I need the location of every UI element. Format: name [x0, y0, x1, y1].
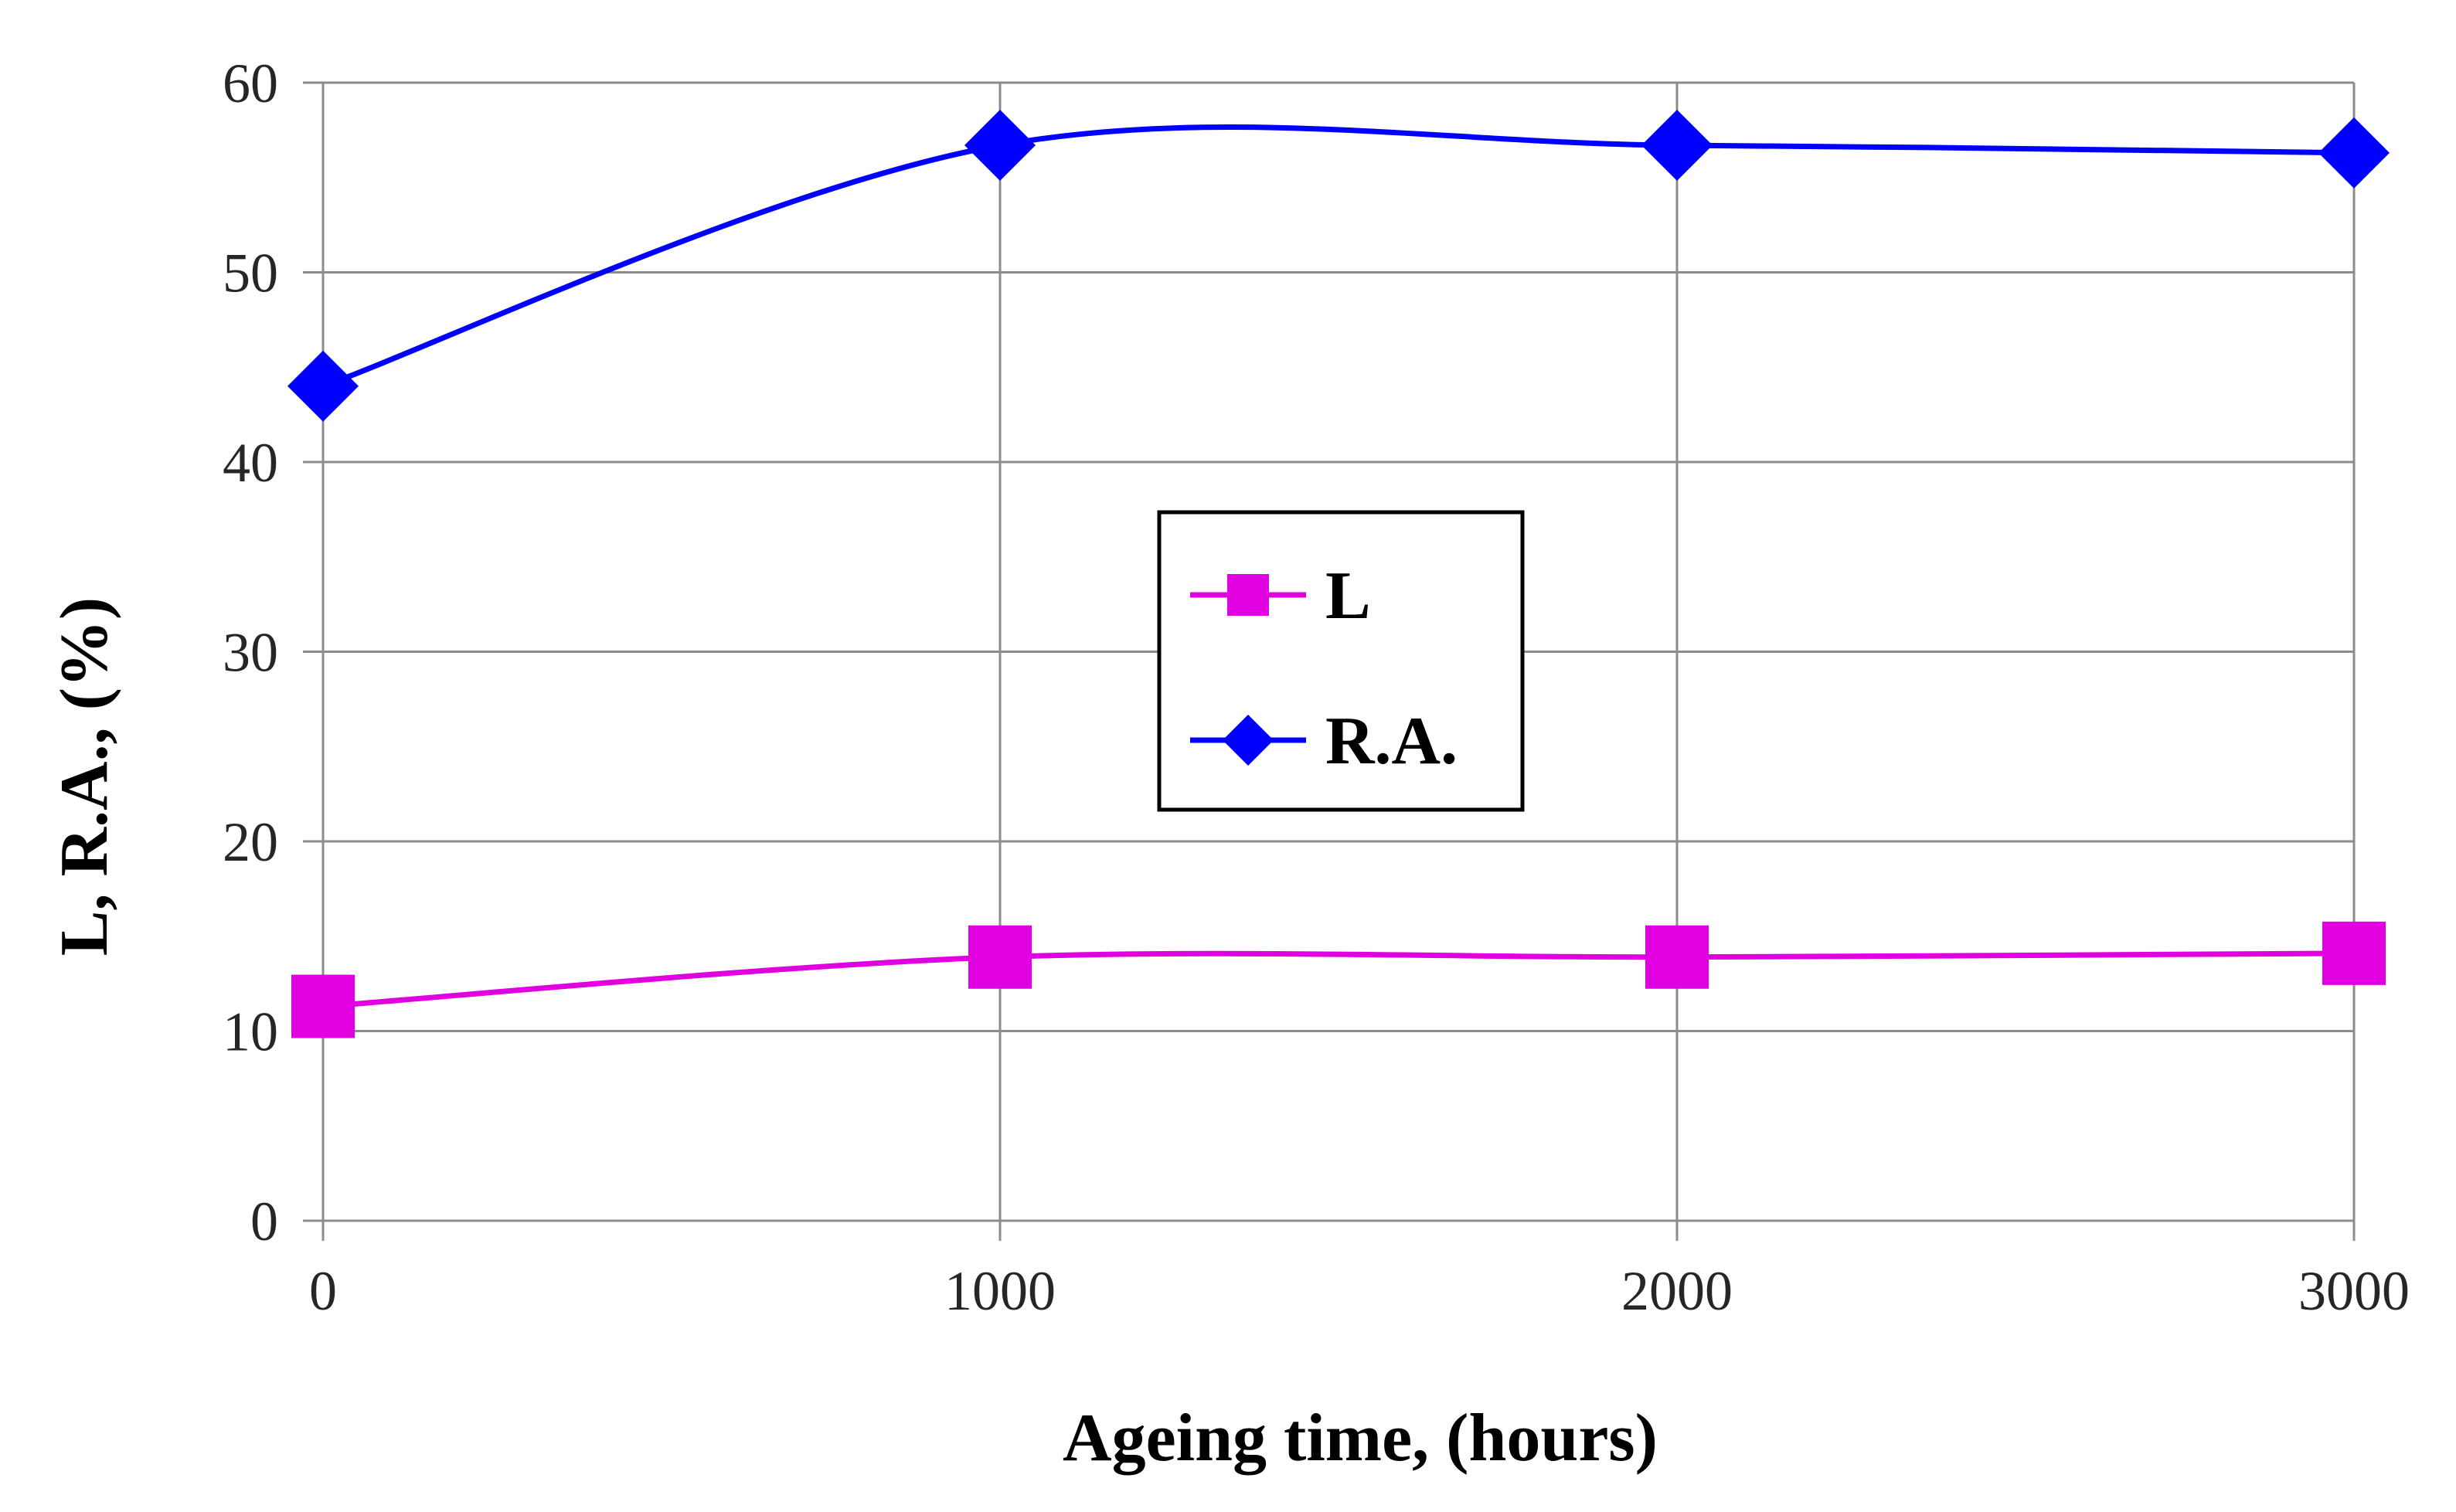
legend-label-ra: R.A.	[1325, 704, 1458, 779]
legend-box	[1157, 510, 1525, 812]
grid-lines	[303, 81, 2356, 1241]
y-tick-label: 20	[223, 811, 278, 873]
series-markers	[287, 110, 2390, 1038]
legend-marker-l	[1227, 574, 1269, 616]
series-lines	[321, 124, 2355, 1010]
legend-label-l: L	[1325, 559, 1371, 634]
data-point-ra	[287, 350, 359, 422]
data-point-ra	[1641, 110, 1713, 182]
y-axis-title: L, R.A., (%)	[47, 597, 122, 956]
x-tick-labels: 0 1000 2000 3000	[309, 1260, 2410, 1322]
data-point-l	[1645, 925, 1709, 989]
data-point-l	[968, 925, 1032, 989]
y-tick-label: 30	[223, 622, 278, 684]
x-tick-label: 3000	[2298, 1260, 2410, 1322]
data-point-l	[291, 974, 355, 1038]
series-line-ra	[321, 124, 2355, 389]
data-point-l	[2322, 921, 2386, 985]
data-point-ra	[2318, 117, 2390, 189]
x-tick-label: 1000	[944, 1260, 1056, 1322]
x-tick-label: 2000	[1621, 1260, 1733, 1322]
legend-marker-ra	[1223, 715, 1274, 766]
data-point-ra	[964, 110, 1036, 182]
y-tick-label: 40	[223, 432, 278, 494]
x-axis-title: Ageing time, (hours)	[1063, 1401, 1658, 1476]
y-tick-labels: 0 10 20 30 40 50 60	[223, 53, 278, 1252]
y-tick-label: 50	[223, 243, 278, 304]
series-line-l	[322, 950, 2355, 1010]
y-tick-label: 10	[223, 1001, 278, 1063]
y-tick-label: 60	[223, 53, 278, 114]
y-tick-label: 0	[250, 1191, 278, 1252]
legend: L R.A.	[1157, 510, 1525, 812]
x-tick-label: 0	[309, 1260, 337, 1322]
